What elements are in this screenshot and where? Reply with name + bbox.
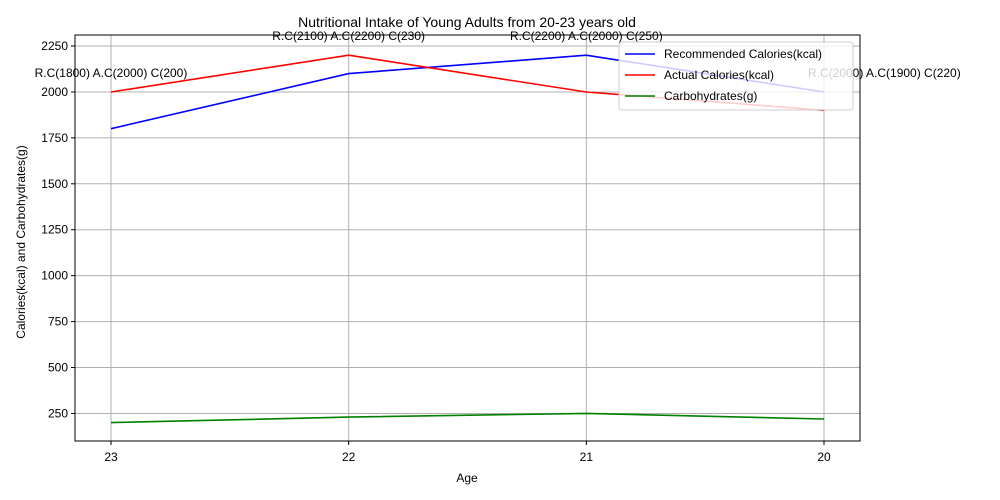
legend-label: Carbohydrates(g) [664,89,757,103]
legend-box [618,41,854,111]
x-axis-label: Age [456,471,478,485]
chart-title: Nutritional Intake of Young Adults from … [298,14,636,30]
data-annotation: R.C(2100) A.C(2200) C(230) [272,29,425,43]
x-tick-label: 20 [817,450,831,464]
data-annotation: R.C(1800) A.C(2000) C(200) [35,66,188,80]
x-tick-label: 22 [342,450,356,464]
legend-label: Actual Calories(kcal) [664,68,774,82]
series-line [110,412,825,424]
data-annotation: R.C(2200) A.C(2000) C(250) [510,29,663,43]
y-tick-label: 250 [48,406,68,420]
x-axis-ticks: 23 22 21 20 [104,441,831,464]
legend: Recommended Calories(kcal) Actual Calorie… [618,41,854,111]
x-tick-label: 23 [104,450,118,464]
y-tick-label: 2250 [41,39,68,53]
y-tick-label: 1250 [41,223,68,237]
y-tick-label: 1750 [41,131,68,145]
legend-label: Recommended Calories(kcal) [664,47,822,61]
plot-frame [74,34,861,442]
y-tick-label: 1500 [41,177,68,191]
y-axis-ticks: 250 500 750 1000 1250 1500 1750 2000 2250 [41,39,75,420]
y-tick-label: 2000 [41,85,68,99]
y-tick-label: 1000 [41,269,68,283]
y-axis-label: Calories(kcal) and Carbohydrates(g) [14,145,28,338]
y-tick-label: 500 [48,361,68,375]
x-tick-label: 21 [580,450,594,464]
y-tick-label: 750 [48,315,68,329]
